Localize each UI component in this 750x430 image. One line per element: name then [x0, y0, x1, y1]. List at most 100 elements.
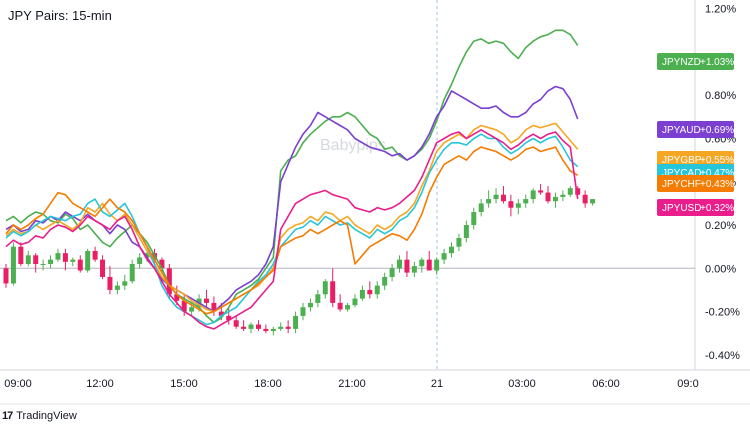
badge-jpynzd — [657, 53, 734, 70]
candle-body — [92, 250, 98, 260]
candle-body — [270, 328, 276, 332]
badge-value: +0.32% — [700, 203, 734, 214]
series-line-jpychf — [5, 146, 579, 315]
watermark: Babypips — [320, 137, 386, 154]
badge-value: +0.69% — [700, 125, 734, 136]
candle-body — [419, 259, 425, 267]
candle-body — [456, 238, 462, 247]
badge-name: JPYNZD — [662, 57, 701, 68]
x-tick-label: 03:00 — [508, 378, 536, 390]
candle-body — [55, 253, 61, 260]
candle-body — [255, 324, 261, 329]
tradingview-logo[interactable]: 17 TradingView — [2, 410, 77, 422]
candle-body — [359, 289, 365, 299]
candle-body — [25, 255, 31, 264]
y-tick-label: 1.20% — [705, 4, 736, 16]
candle-body — [367, 289, 373, 295]
candle-body — [500, 194, 506, 202]
candle-body — [300, 307, 306, 316]
candle-body — [62, 253, 68, 262]
candle-body — [122, 281, 128, 286]
candle-body — [166, 268, 172, 295]
badge-value: +0.47% — [700, 168, 734, 179]
badge-name: JPYCHF — [662, 179, 701, 190]
candle-body — [382, 276, 388, 286]
candle-body — [374, 285, 380, 295]
candle-body — [263, 328, 269, 332]
candle-body — [159, 259, 165, 269]
candle-body — [560, 194, 566, 197]
x-tick-label: 21:00 — [338, 378, 366, 390]
y-tick-label: 0.00% — [705, 263, 736, 275]
badge-name: JPYGBP — [662, 155, 702, 166]
candle-body — [70, 259, 76, 262]
badge-name: JPYAUD — [662, 125, 701, 136]
series-line-jpyusd — [5, 129, 579, 330]
candle-body — [293, 315, 299, 329]
candle-body — [189, 307, 195, 312]
candle-body — [545, 192, 551, 202]
candle-body — [426, 259, 432, 271]
candle-body — [552, 196, 558, 202]
badge-name: JPYUSD — [662, 203, 701, 214]
candle-body — [107, 276, 113, 290]
y-tick-label: -0.20% — [705, 307, 740, 319]
badge-value: +0.55% — [700, 155, 734, 166]
candle-body — [241, 326, 247, 329]
chart-title: JPY Pairs: 15-min — [8, 8, 112, 23]
candle-body — [3, 268, 9, 284]
candle-body — [248, 324, 254, 329]
candle-body — [137, 257, 143, 264]
badge-jpychf — [657, 175, 734, 192]
candle-body — [144, 253, 150, 258]
series-line-jpynzd — [5, 29, 579, 324]
badge-value: +1.03% — [700, 57, 734, 68]
candle-body — [478, 203, 484, 213]
x-tick-label: 09:00 — [4, 378, 32, 390]
series-line-jpyaud — [5, 85, 579, 313]
candle-body — [77, 259, 83, 271]
candle-body — [18, 246, 24, 264]
tradingview-icon: 17 — [2, 410, 13, 422]
x-tick-label: 09:0 — [677, 378, 698, 390]
candle-body — [129, 263, 135, 282]
x-tick-label: 18:00 — [254, 378, 282, 390]
x-tick-label: 21 — [431, 378, 443, 390]
badge-name: JPYCAD — [662, 168, 701, 179]
candle-body — [114, 285, 120, 290]
x-tick-label: 15:00 — [170, 378, 198, 390]
badge-value: +0.43% — [700, 179, 734, 190]
candle-body — [352, 298, 358, 306]
candle-body — [523, 199, 529, 204]
candle-body — [538, 190, 544, 193]
candle-body — [389, 268, 395, 277]
candle-body — [203, 298, 209, 303]
candle-body — [33, 255, 39, 264]
candle-body — [322, 281, 328, 295]
candle-body — [285, 326, 291, 329]
badge-jpyusd — [657, 199, 734, 216]
y-tick-label: -0.40% — [705, 350, 740, 362]
series-line-jpygbp — [5, 122, 579, 313]
candle-body — [278, 326, 284, 329]
badge-jpygbp — [657, 151, 734, 168]
candle-body — [211, 302, 217, 312]
candle-body — [567, 188, 573, 195]
candle-body — [174, 294, 180, 301]
candle-body — [233, 320, 239, 327]
candle-body — [530, 190, 536, 200]
candle-body — [411, 266, 417, 273]
candle-body — [441, 253, 447, 260]
x-tick-label: 12:00 — [86, 378, 114, 390]
candle-body — [218, 311, 224, 316]
candle-body — [315, 294, 321, 303]
candle-body — [307, 302, 313, 308]
candle-body — [40, 263, 46, 265]
candle-body — [100, 259, 106, 277]
candle-body — [575, 188, 581, 195]
badge-jpyaud — [657, 121, 734, 138]
candle-body — [449, 246, 454, 254]
candle-body — [226, 315, 232, 321]
candle-body — [582, 194, 588, 204]
